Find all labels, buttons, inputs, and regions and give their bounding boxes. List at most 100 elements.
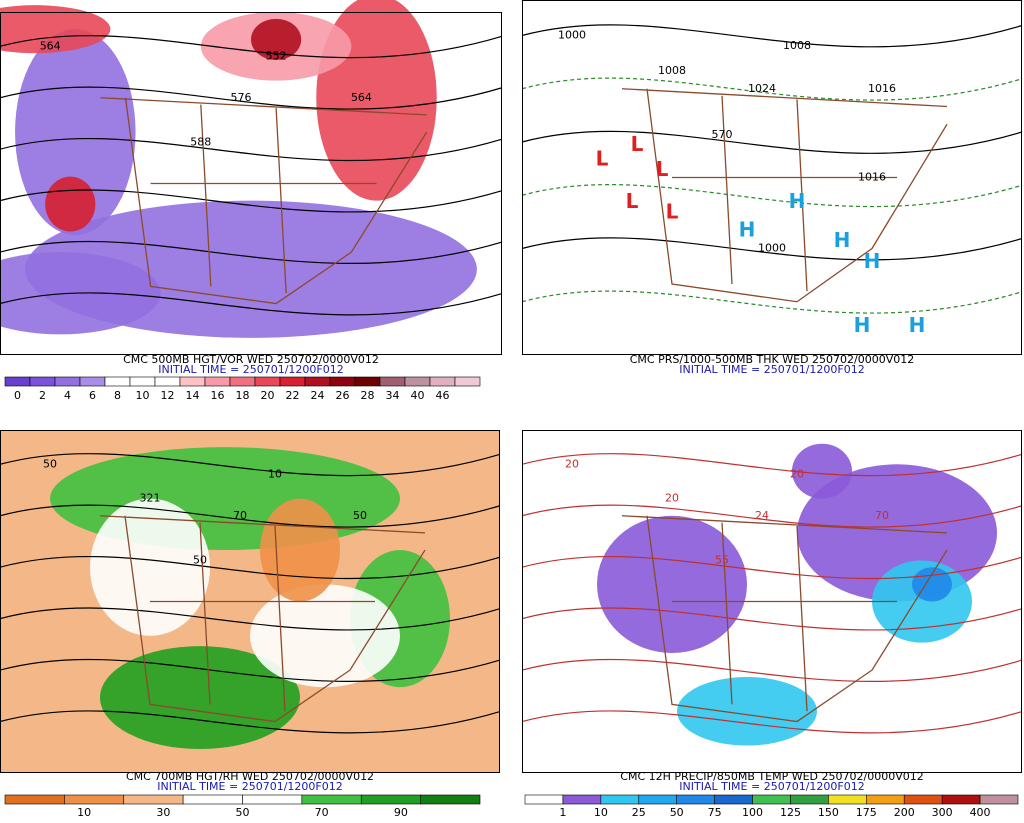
colorbar-swatch — [866, 794, 905, 805]
caption: CMC PRS/1000-500MB THK WED 250702/0000V0… — [630, 353, 915, 366]
colorbar-label: 22 — [286, 389, 300, 402]
contour — [521, 184, 1023, 208]
contour — [0, 137, 503, 162]
colorbar-label: 90 — [394, 806, 408, 819]
initial-time: INITIAL TIME = 250701/1200F012 — [158, 363, 343, 376]
colorbar-swatch — [903, 794, 943, 805]
borders — [621, 88, 948, 303]
colorbar-swatch — [279, 376, 306, 387]
colorbar-swatch — [979, 794, 1019, 805]
contour — [521, 237, 1023, 261]
caption: CMC 12H PRECIP/850MB TEMP WED 250702/000… — [620, 770, 923, 783]
map-label: 1016 — [868, 82, 896, 95]
contour — [521, 658, 1023, 682]
colorbar-swatch — [304, 376, 331, 387]
pressure-symbol: H — [864, 249, 881, 273]
contour — [521, 77, 1023, 101]
colorbar-swatch — [229, 376, 256, 387]
colorbar-swatch — [404, 376, 431, 387]
map-label: 20 — [665, 492, 679, 505]
pressure-symbol: H — [789, 189, 806, 213]
colorbar-label: 10 — [77, 806, 91, 819]
map-label: 564 — [40, 39, 61, 52]
map-frame — [0, 430, 500, 773]
colorbar-label: 10 — [136, 389, 150, 402]
colorbar-label: 40 — [411, 389, 425, 402]
colorbar-label: 30 — [156, 806, 170, 819]
colorbar-label: 400 — [970, 806, 991, 819]
colorbar-swatch — [638, 794, 677, 805]
map-frame — [522, 430, 1022, 773]
map-label: 50 — [193, 553, 207, 566]
pressure-symbol: H — [854, 313, 871, 337]
contour — [521, 453, 1023, 477]
colorbar-label: 4 — [64, 389, 71, 402]
map-label: 1024 — [748, 82, 776, 95]
colorbar-label: 50 — [236, 806, 250, 819]
map-shading — [90, 498, 210, 636]
map-shading — [45, 176, 96, 232]
map-label: 564 — [351, 91, 372, 104]
map-shading — [260, 498, 340, 602]
map-shading — [597, 515, 747, 653]
contour — [0, 86, 503, 110]
colorbar-swatch — [254, 376, 281, 387]
colorbar-label: 100 — [742, 806, 763, 819]
colorbar-swatch — [4, 794, 65, 805]
map-label: 70 — [875, 509, 889, 522]
colorbar-swatch — [242, 794, 303, 805]
colorbar-label: 2 — [39, 389, 46, 402]
colorbar-swatch — [301, 794, 362, 805]
contour — [521, 130, 1023, 154]
pressure-symbol: H — [834, 228, 851, 252]
map-label: 1008 — [658, 64, 686, 77]
map-label: 20 — [565, 457, 579, 470]
borders — [99, 515, 426, 723]
map-shading — [250, 584, 400, 688]
map-label: 20 — [790, 468, 804, 481]
colorbar-swatch — [179, 376, 206, 387]
colorbar-label: 300 — [932, 806, 953, 819]
contour — [0, 555, 501, 580]
initial-time: INITIAL TIME = 250701/1200F012 — [679, 780, 864, 793]
colorbar-swatch — [29, 376, 56, 387]
colorbar-swatch — [941, 794, 981, 805]
colorbar-swatch — [420, 794, 481, 805]
colorbar-swatch — [204, 376, 231, 387]
map-label: 50 — [43, 457, 57, 470]
colorbar-swatch — [54, 376, 81, 387]
map-label: 576 — [230, 91, 251, 104]
colorbar-label: 10 — [594, 806, 608, 819]
colorbar-swatch — [104, 376, 131, 387]
caption: CMC 500MB HGT/VOR WED 250702/0000V012 — [123, 353, 379, 366]
colorbar-label: 50 — [670, 806, 684, 819]
colorbar-swatch — [600, 794, 640, 805]
colorbar-label: 14 — [186, 389, 200, 402]
colorbar-swatch — [182, 794, 243, 805]
map-shading — [15, 29, 136, 235]
map-label: 70 — [233, 509, 247, 522]
colorbar-label: 75 — [708, 806, 722, 819]
colorbar-swatch — [360, 794, 421, 805]
colorbar-swatch — [828, 794, 867, 805]
colorbar-label: 1 — [559, 806, 566, 819]
colorbar-swatch — [714, 794, 753, 805]
colorbar-label: 28 — [361, 389, 375, 402]
pressure-symbol: L — [626, 189, 639, 213]
colorbar-label: 70 — [315, 806, 329, 819]
colorbar-label: 24 — [311, 389, 325, 402]
map-label: 10 — [268, 468, 282, 481]
pressure-symbol: L — [631, 132, 644, 156]
map-label: 50 — [353, 509, 367, 522]
colorbar-label: 26 — [336, 389, 350, 402]
colorbar-swatch — [129, 376, 156, 387]
pressure-symbol: L — [656, 157, 669, 181]
colorbar-swatch — [524, 794, 564, 805]
colorbar-label: 8 — [114, 389, 121, 402]
map-label: 321 — [140, 492, 161, 505]
contour — [0, 504, 501, 528]
caption: CMC 700MB HGT/RH WED 250702/0000V012 — [126, 770, 374, 783]
map-shading — [677, 676, 817, 746]
borders — [100, 97, 428, 305]
